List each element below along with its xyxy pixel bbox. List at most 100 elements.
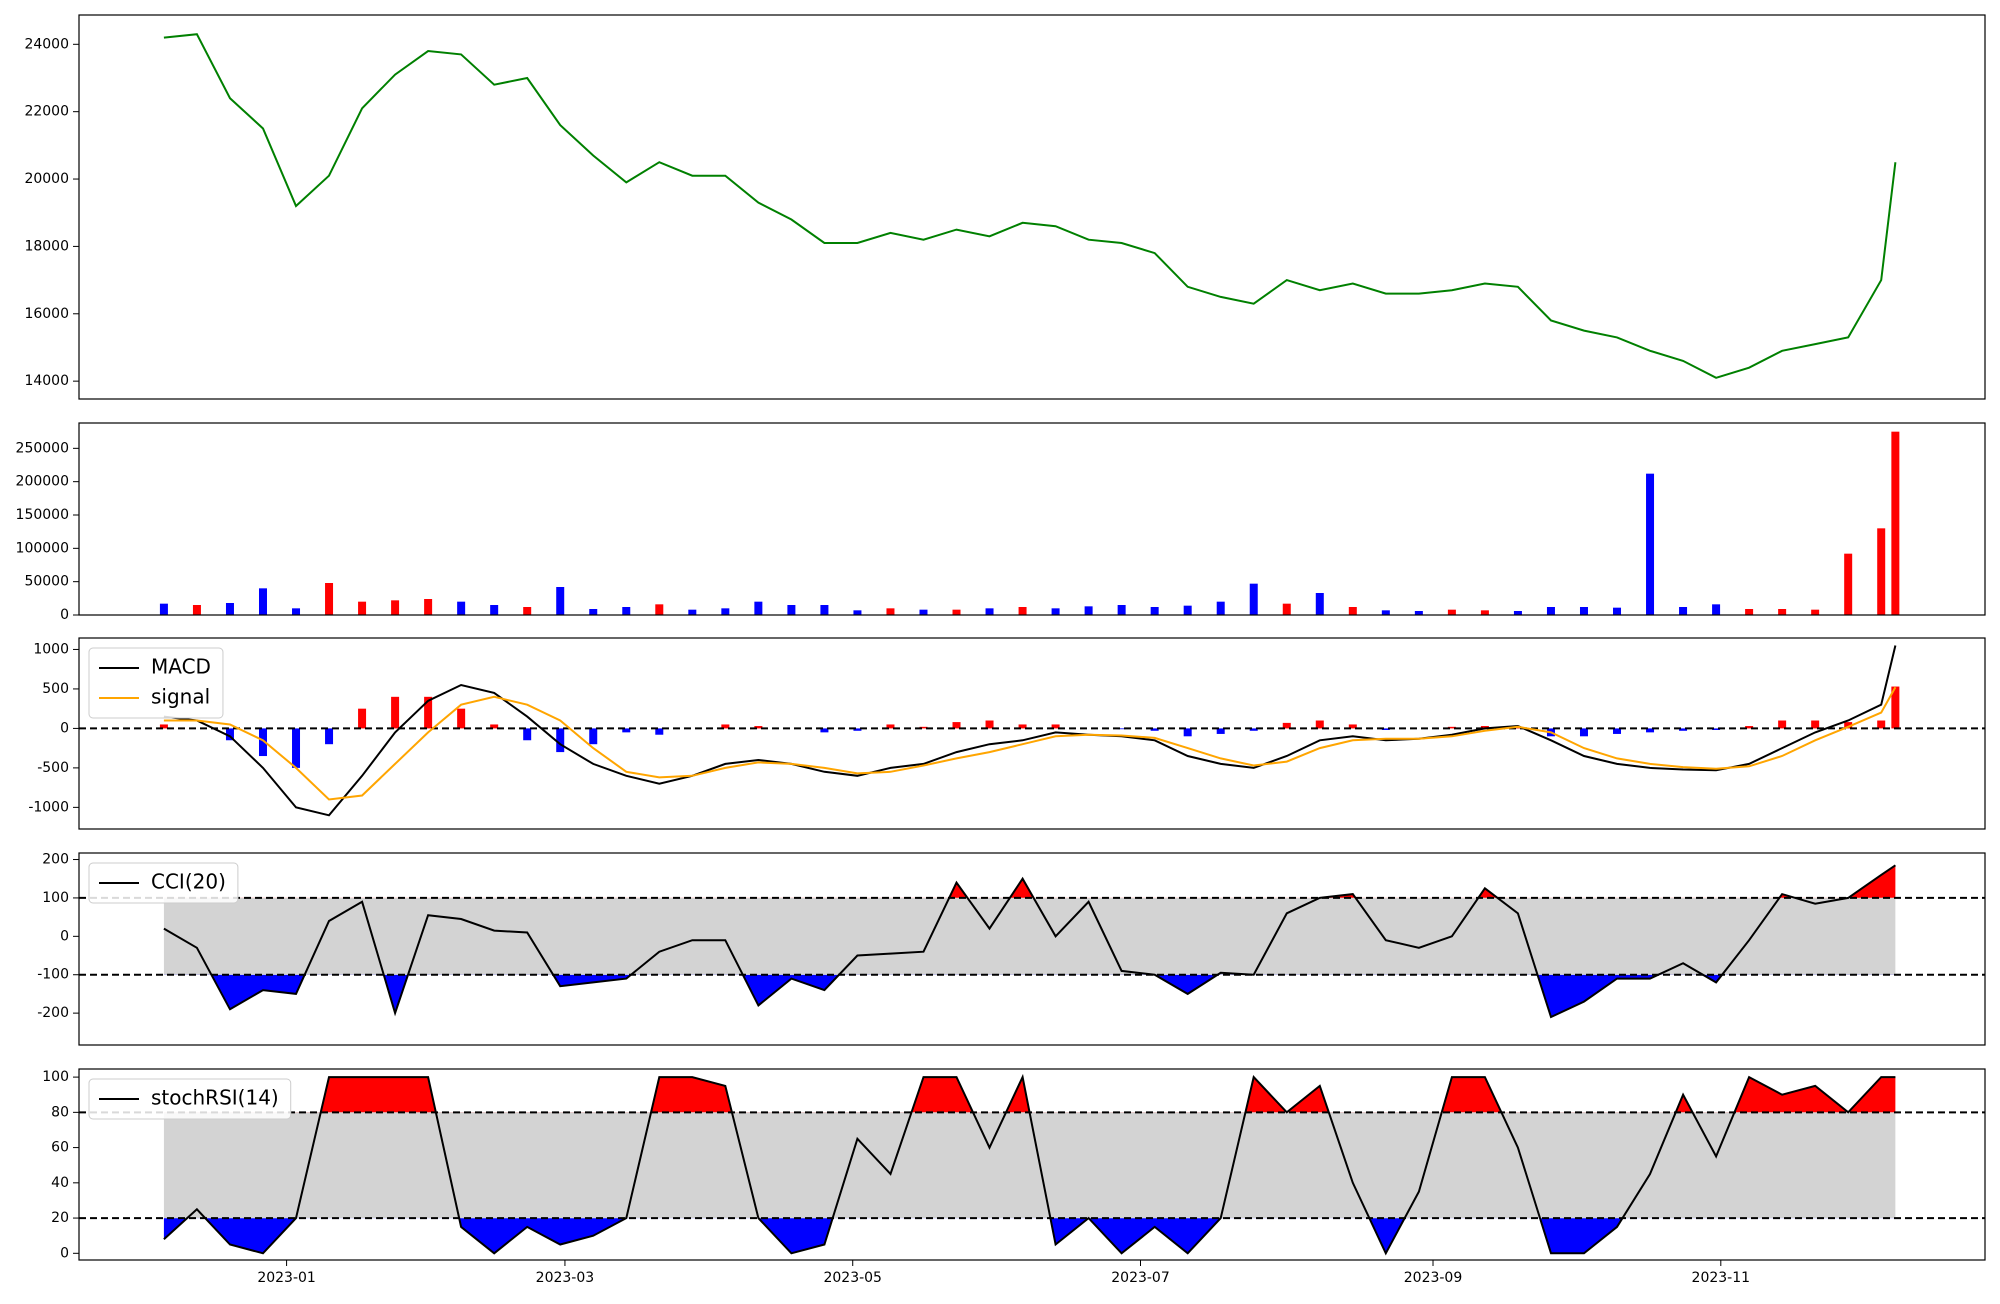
histogram-bar (1745, 726, 1754, 729)
volume-bar (1778, 609, 1787, 615)
volume-bar (1613, 607, 1622, 615)
legend: CCI(20) (88, 862, 239, 904)
volume-bar (1249, 583, 1258, 615)
y-tick-label: 20 (51, 1210, 69, 1226)
axes-frame (78, 422, 1986, 616)
volume-bar (1546, 607, 1555, 615)
histogram-bar (622, 728, 631, 733)
x-tick-label: 2023-07 (1111, 1270, 1170, 1286)
histogram-bar (886, 724, 895, 729)
legend-box (88, 647, 224, 719)
legend-box (88, 1078, 292, 1120)
volume-bar (1877, 528, 1886, 615)
volume-bar (1414, 611, 1423, 615)
histogram-bar (589, 728, 598, 745)
volume-bar (192, 605, 201, 615)
volume-bar (985, 608, 994, 615)
line (163, 686, 1897, 801)
volume-bar (225, 603, 234, 615)
volume-bar (523, 607, 532, 615)
histogram-bar (258, 728, 267, 757)
plot-area (159, 431, 1900, 615)
volume-bar (1150, 607, 1159, 615)
line (163, 1073, 1896, 1256)
histogram-bar (1579, 728, 1588, 737)
band (163, 1112, 1896, 1219)
y-tick-label: 22000 (24, 104, 69, 120)
volume-bar (159, 603, 168, 615)
histogram-bar (721, 724, 730, 729)
volume-bar (1117, 605, 1126, 615)
y-tick-label: 100000 (16, 540, 69, 556)
volume-bar (655, 604, 664, 615)
volume-bar (853, 610, 862, 615)
volume-bar (1745, 609, 1754, 615)
y-tick-label: -200 (37, 1005, 69, 1021)
axes-frame (78, 14, 1986, 400)
legend-label: MACD (151, 655, 211, 679)
histogram-bar (1646, 728, 1655, 733)
volume-bar (1348, 607, 1357, 615)
volume-bar (490, 605, 499, 615)
volume-bar (688, 609, 697, 615)
volume-bar (258, 588, 267, 615)
histogram-bar (1348, 724, 1357, 729)
histogram-bar (1811, 720, 1820, 729)
volume-bar (1679, 607, 1688, 615)
line (163, 33, 1897, 379)
volume-bar (556, 587, 565, 615)
volume-bar (622, 607, 631, 615)
volume-bar (1183, 605, 1192, 615)
volume-bar (1844, 553, 1853, 615)
histogram-bar (1513, 727, 1522, 729)
histogram-bar (358, 708, 367, 729)
volume-bar (1811, 609, 1820, 615)
histogram-bar (225, 728, 234, 741)
histogram-bar (754, 726, 763, 729)
volume-bar (1084, 606, 1093, 615)
volume-bar (919, 609, 928, 615)
histogram-bar (424, 696, 433, 729)
histogram-bar (1778, 720, 1787, 729)
volume-bar (457, 601, 466, 615)
volume-bar (424, 599, 433, 615)
volume-bar (589, 609, 598, 615)
y-tick-label: 500 (42, 681, 69, 697)
y-tick-label: 0 (60, 720, 69, 736)
y-tick-label: 50000 (24, 574, 69, 590)
histogram-bar (1018, 724, 1027, 729)
overbought-fill (163, 1077, 1896, 1113)
volume-bar (1018, 607, 1027, 615)
histogram-bar (1447, 726, 1456, 729)
line (163, 645, 1897, 817)
legend-label: signal (151, 685, 210, 709)
volume-bar (721, 608, 730, 615)
histogram-bar (1117, 728, 1126, 730)
legend-label: stochRSI(14) (151, 1086, 279, 1110)
histogram-bar (325, 728, 334, 745)
y-tick-label: -1000 (28, 799, 69, 815)
volume-bar (886, 608, 895, 615)
y-tick-label: 0 (60, 607, 69, 623)
volume-bar (1646, 473, 1655, 615)
histogram-bar (457, 708, 466, 729)
plot-area (79, 645, 1985, 817)
oversold-fill (211, 974, 1723, 1017)
volume-bar (1480, 610, 1489, 615)
y-tick-label: 250000 (16, 440, 69, 456)
y-tick-label: 150000 (16, 507, 69, 523)
y-tick-label: 60 (51, 1140, 69, 1156)
histogram-bar (1249, 728, 1258, 731)
volume-bar (1447, 609, 1456, 615)
histogram-bar (919, 726, 928, 729)
y-tick-label: 100 (42, 890, 69, 906)
histogram-bar (1613, 728, 1622, 734)
x-tick-label: 2023-09 (1404, 1270, 1463, 1286)
volume-bar (391, 600, 400, 615)
y-tick-label: 100 (42, 1069, 69, 1085)
histogram-bar (1315, 720, 1324, 729)
plot-area (79, 864, 1985, 1019)
histogram-bar (292, 728, 301, 768)
x-tick-label: 2023-01 (257, 1270, 316, 1286)
